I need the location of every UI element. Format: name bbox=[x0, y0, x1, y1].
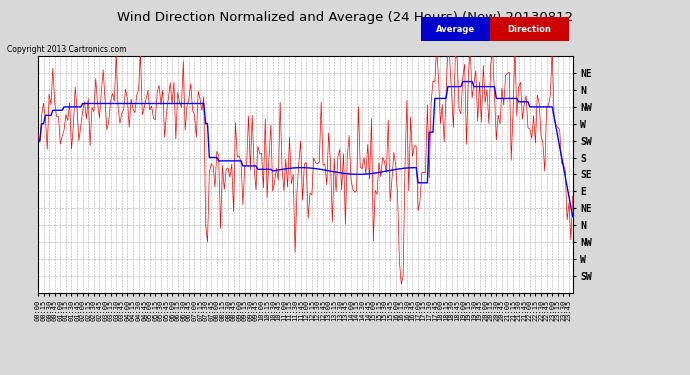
Text: Average: Average bbox=[436, 25, 475, 34]
Text: Direction: Direction bbox=[508, 25, 551, 34]
Text: Wind Direction Normalized and Average (24 Hours) (New) 20130812: Wind Direction Normalized and Average (2… bbox=[117, 11, 573, 24]
Text: Copyright 2013 Cartronics.com: Copyright 2013 Cartronics.com bbox=[7, 45, 126, 54]
